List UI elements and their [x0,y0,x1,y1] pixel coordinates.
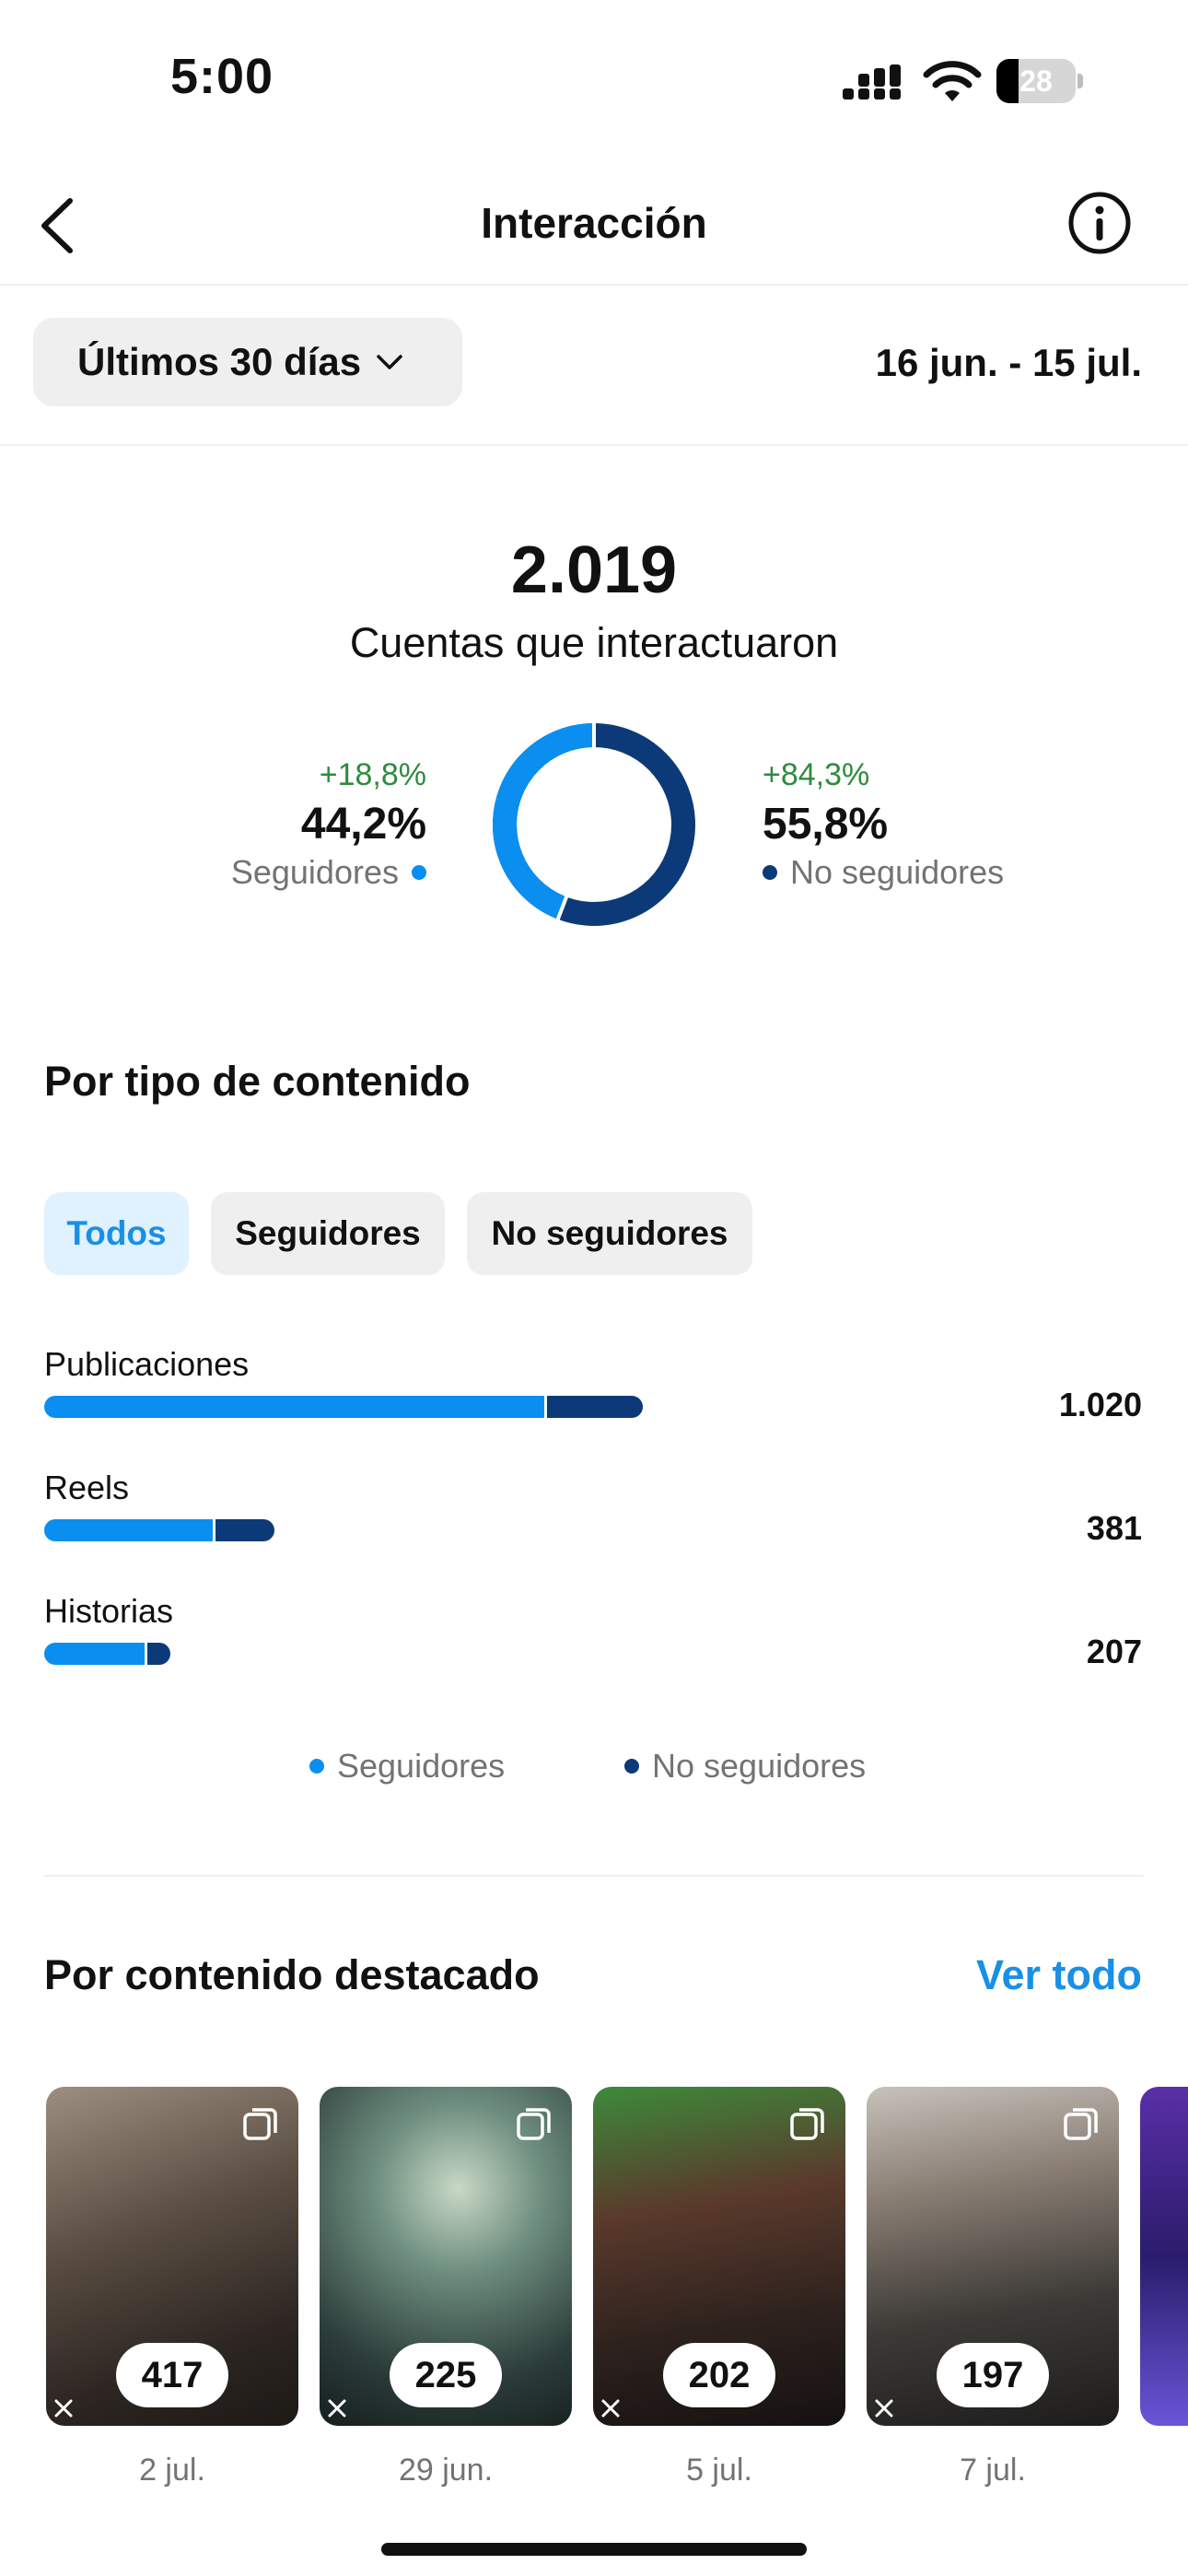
battery-level: 28 [1019,64,1053,98]
followers-dot [412,865,426,880]
tab-non-followers[interactable]: No seguidores [467,1192,752,1275]
row-value-posts: 1.020 [1058,1386,1142,1423]
battery-icon: 28 [996,59,1083,103]
multiple-photos-icon [1064,2108,1098,2140]
period-dropdown[interactable]: Últimos 30 días [33,318,462,406]
legend-non-followers-label: No seguidores [652,1747,867,1785]
posts-bar [44,1396,643,1418]
stories-bar [44,1643,170,1665]
legend-non-followers: No seguidores [624,1747,866,1786]
total-accounts-label: Cuentas que interactuaron [349,619,839,666]
featured-content-title: Por contenido destacado [44,1951,540,1998]
row-value-stories: 207 [1086,1633,1142,1670]
cellular-signal-icon [843,64,901,100]
chevron-down-icon [377,355,402,369]
x-icon [601,2399,620,2418]
x-icon [54,2399,73,2418]
featured-post-thumbnail[interactable]: 225 [320,2087,572,2426]
followers-delta: +18,8% [319,757,426,792]
multiple-photos-icon [517,2108,551,2140]
section-divider [44,1875,1144,1877]
tab-all[interactable]: Todos [44,1192,189,1275]
row-value-reels: 381 [1086,1509,1142,1547]
featured-post-thumbnail[interactable]: 202 [593,2087,845,2426]
post-date: 7 jul. [960,2453,1026,2488]
followers-pct: 44,2% [300,800,426,849]
non-followers-stats: +84,3% 55,8% No seguidores [763,757,1004,892]
stories-non-followers-segment [145,1643,170,1665]
interaction-count: 417 [116,2343,228,2407]
status-time: 5:00 [170,49,274,104]
legend-followers: Seguidores [309,1747,505,1786]
interaction-count: 202 [663,2343,775,2407]
filter-divider [0,444,1188,446]
see-all-link[interactable]: Ver todo [975,1951,1142,1998]
reels-non-followers-segment [212,1519,275,1541]
interaction-count: 225 [390,2343,502,2407]
row-label-reels: Reels [44,1469,130,1506]
wifi-icon [923,61,982,101]
non-followers-label: No seguidores [790,853,1005,891]
x-icon [328,2399,346,2418]
post-date: 5 jul. [686,2453,752,2488]
home-indicator[interactable] [381,2543,807,2556]
back-chevron-icon[interactable] [33,193,88,258]
followers-stats: +18,8% 44,2% Seguidores [231,757,426,892]
followers-label: Seguidores [230,853,399,891]
period-label: Últimos 30 días [77,340,362,383]
row-label-posts: Publicaciones [44,1345,250,1383]
x-icon [875,2399,893,2418]
total-accounts-engaged: 2.019 [510,533,678,607]
reels-bar [44,1519,275,1541]
multiple-photos-icon [243,2108,277,2140]
reels-followers-segment [44,1519,213,1541]
non-followers-pct: 55,8% [763,800,889,849]
stories-followers-segment [44,1643,146,1665]
date-range: 16 jun. - 15 jul. [875,341,1142,384]
multiple-photos-icon [790,2108,824,2140]
post-date: 2 jul. [139,2453,205,2488]
post-date: 29 jun. [398,2453,494,2488]
interaction-count: 197 [937,2343,1049,2407]
non-followers-dot [763,865,777,880]
followers-donut-chart [493,723,695,926]
header-divider [0,284,1188,286]
legend-followers-dot [309,1759,324,1774]
donut-separator [555,894,569,922]
content-type-title: Por tipo de contenido [44,1058,471,1105]
page-title: Interacción [481,199,707,247]
posts-followers-segment [44,1396,545,1418]
featured-post-thumbnail[interactable]: 197 [867,2087,1119,2426]
legend-non-followers-dot [624,1759,639,1774]
featured-post-thumbnail-partial[interactable] [1140,2087,1188,2426]
tab-followers[interactable]: Seguidores [211,1192,445,1275]
non-followers-delta: +84,3% [763,757,870,792]
legend-followers-label: Seguidores [337,1747,506,1785]
row-label-stories: Historias [44,1592,174,1630]
posts-non-followers-segment [544,1396,643,1418]
featured-post-thumbnail[interactable]: 417 [46,2087,298,2426]
info-icon[interactable] [1066,190,1133,256]
